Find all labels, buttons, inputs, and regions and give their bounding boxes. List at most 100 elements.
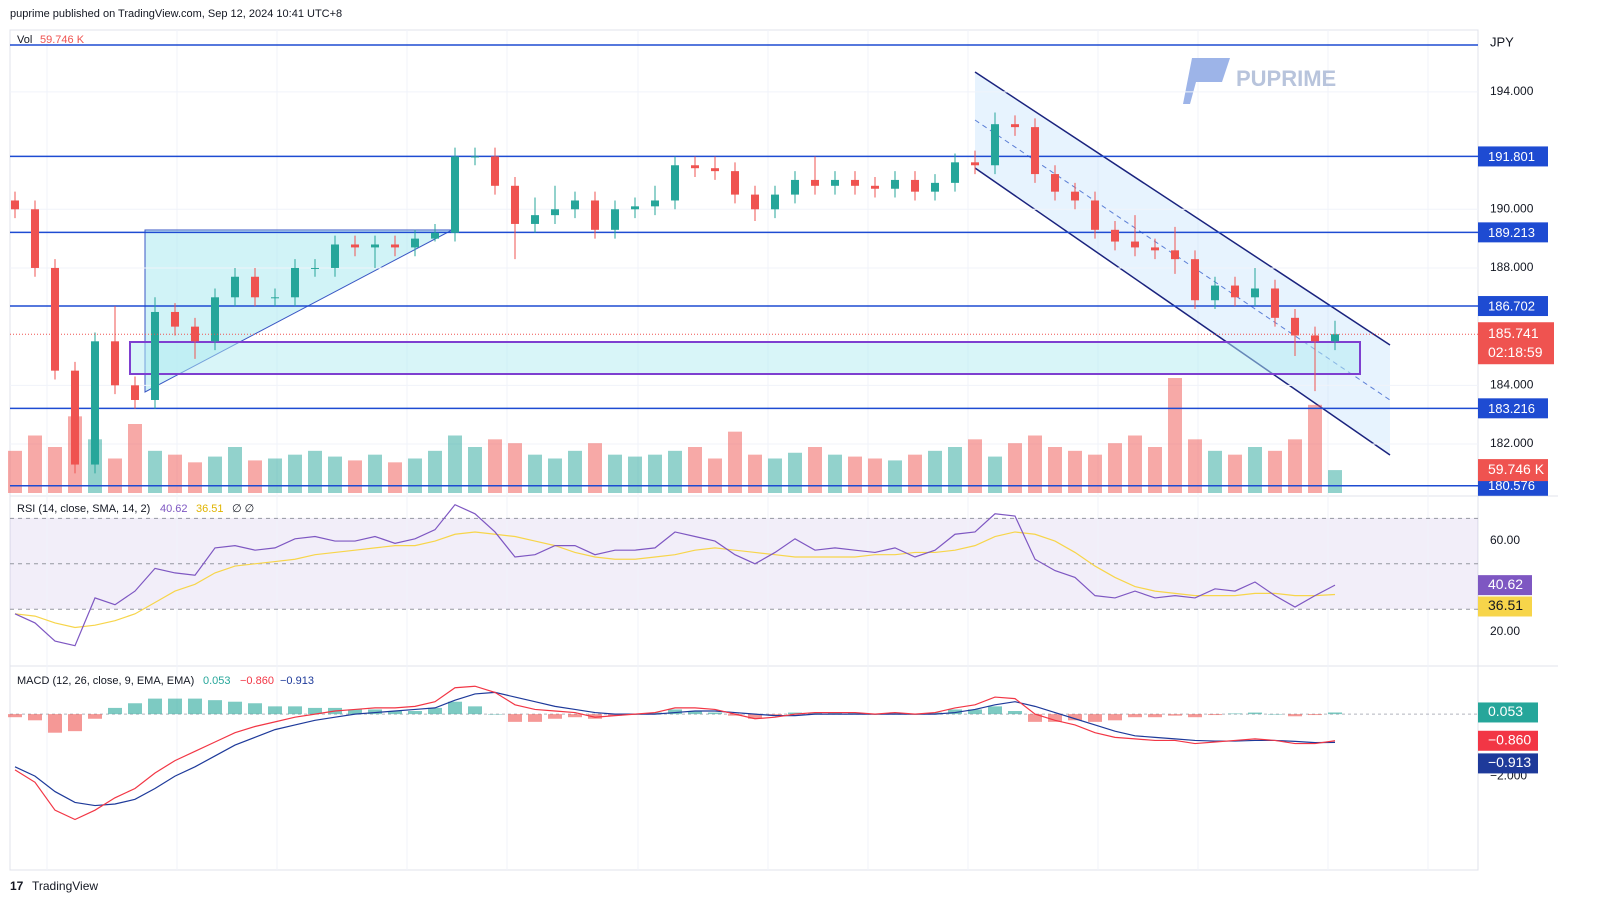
level-label: 189.213 [1488, 225, 1535, 240]
level-label: 191.801 [1488, 149, 1535, 164]
candle-body [431, 232, 439, 239]
macd-histogram-bar [288, 706, 302, 715]
volume-bar [528, 454, 542, 493]
level-label: 180.576 [1488, 478, 1535, 493]
macd-histogram-bar [88, 714, 102, 719]
channel-top [974, 71, 1391, 346]
volume-bar [848, 456, 862, 493]
candle-body [811, 179, 819, 186]
volume-bar [1028, 435, 1042, 493]
y-tick-label: 188.000 [1490, 260, 1534, 274]
volume-bar [1288, 439, 1302, 493]
macd-histogram-bar [188, 698, 202, 715]
rsi-label-bg [1478, 575, 1532, 596]
time-grid [46, 30, 1429, 870]
volume-bar [828, 454, 842, 493]
macd-histogram-bar [948, 709, 962, 715]
volume-bar [288, 454, 302, 493]
candle-body [331, 244, 339, 268]
macd-histogram-bar [1308, 714, 1322, 716]
volume-bar [808, 447, 822, 493]
macd-histogram-bar [528, 714, 542, 722]
macd-histogram-bar [708, 712, 722, 715]
level-label-bg [1478, 146, 1548, 167]
candle-body [871, 185, 879, 189]
macd-histogram-bar [48, 714, 62, 733]
macd-histogram-bar [768, 714, 782, 716]
volume-bar [628, 456, 642, 493]
macd-histogram-bar [1048, 714, 1062, 722]
volume-bar [1068, 450, 1082, 493]
volume-bar [708, 458, 722, 493]
signal-axis-label: −0.913 [1488, 754, 1531, 770]
candle-body [651, 200, 659, 207]
candle-body [591, 200, 599, 230]
macd-histogram-bar [488, 714, 502, 715]
macd-histogram-bar [1288, 714, 1302, 717]
macd-histogram-bar [8, 714, 22, 718]
macd-histogram-bar [888, 712, 902, 715]
volume-bar [568, 450, 582, 493]
volume-bar [448, 435, 462, 493]
pane-frames [9, 29, 1558, 871]
volume-bar [148, 450, 162, 493]
macd-legend-macd: −0.860 [240, 675, 274, 687]
candle-body [531, 215, 539, 224]
candle-body [791, 179, 799, 195]
volume-bar [368, 454, 382, 493]
countdown: 02:18:59 [1488, 344, 1543, 360]
candle-body [1331, 334, 1339, 342]
candle-body [191, 326, 199, 342]
candle-body [1191, 259, 1199, 301]
volume-axis-label: 59.746 K [1488, 461, 1545, 477]
level-label: 186.702 [1488, 298, 1535, 313]
macd-histogram-bar [148, 698, 162, 715]
candle-body [671, 165, 679, 201]
volume-bar [768, 458, 782, 493]
candle-body [1151, 247, 1159, 251]
candle-body [231, 276, 239, 298]
volume-bar [788, 452, 802, 493]
macd-histogram-bar [668, 709, 682, 715]
candle-body [1031, 127, 1039, 175]
y-tick-label: 190.000 [1490, 201, 1534, 215]
volume-bar [328, 456, 342, 493]
candle-body [511, 185, 519, 224]
macd-histogram-bar [128, 703, 142, 715]
macd-histogram-bar [1208, 714, 1222, 716]
macd-histogram-bar [808, 712, 822, 715]
macd-legend-signal: −0.913 [280, 675, 314, 687]
volume-bar [188, 462, 202, 493]
level-label-bg [1478, 398, 1548, 419]
candle-body [771, 194, 779, 210]
macd-histogram-bar [828, 712, 842, 715]
volume-bar [1108, 443, 1122, 493]
candle-body [731, 171, 739, 195]
volume-bar [28, 435, 42, 493]
macd-histogram-bar [1188, 714, 1202, 718]
signal-axis-label-bg [1478, 753, 1538, 774]
macd-signal-line [14, 691, 1336, 807]
candle-body [71, 370, 79, 465]
volume-bar [168, 454, 182, 493]
volume-bar [1148, 447, 1162, 493]
rsi-tick-label: 20.00 [1490, 624, 1520, 638]
volume-bar [1048, 447, 1062, 493]
volume-bar [8, 450, 22, 493]
volume-bar [648, 454, 662, 493]
macd-histogram-bar [748, 714, 762, 719]
rsi-legend-value: 40.62 [160, 503, 188, 515]
volume-bar [1208, 450, 1222, 493]
volume-bar [508, 443, 522, 493]
footer-logo: 17 [10, 879, 24, 893]
volume-bar [248, 460, 262, 493]
macd-histogram-bar [208, 700, 222, 715]
candle-body [911, 179, 919, 192]
candle-body [251, 276, 259, 298]
volume-bar [608, 454, 622, 493]
candle-body [411, 238, 419, 248]
volume-bar [1268, 450, 1282, 493]
volume-label-bg [1478, 459, 1548, 482]
macd-histogram-bar [388, 711, 402, 715]
rsi-sma-line [14, 531, 1336, 629]
